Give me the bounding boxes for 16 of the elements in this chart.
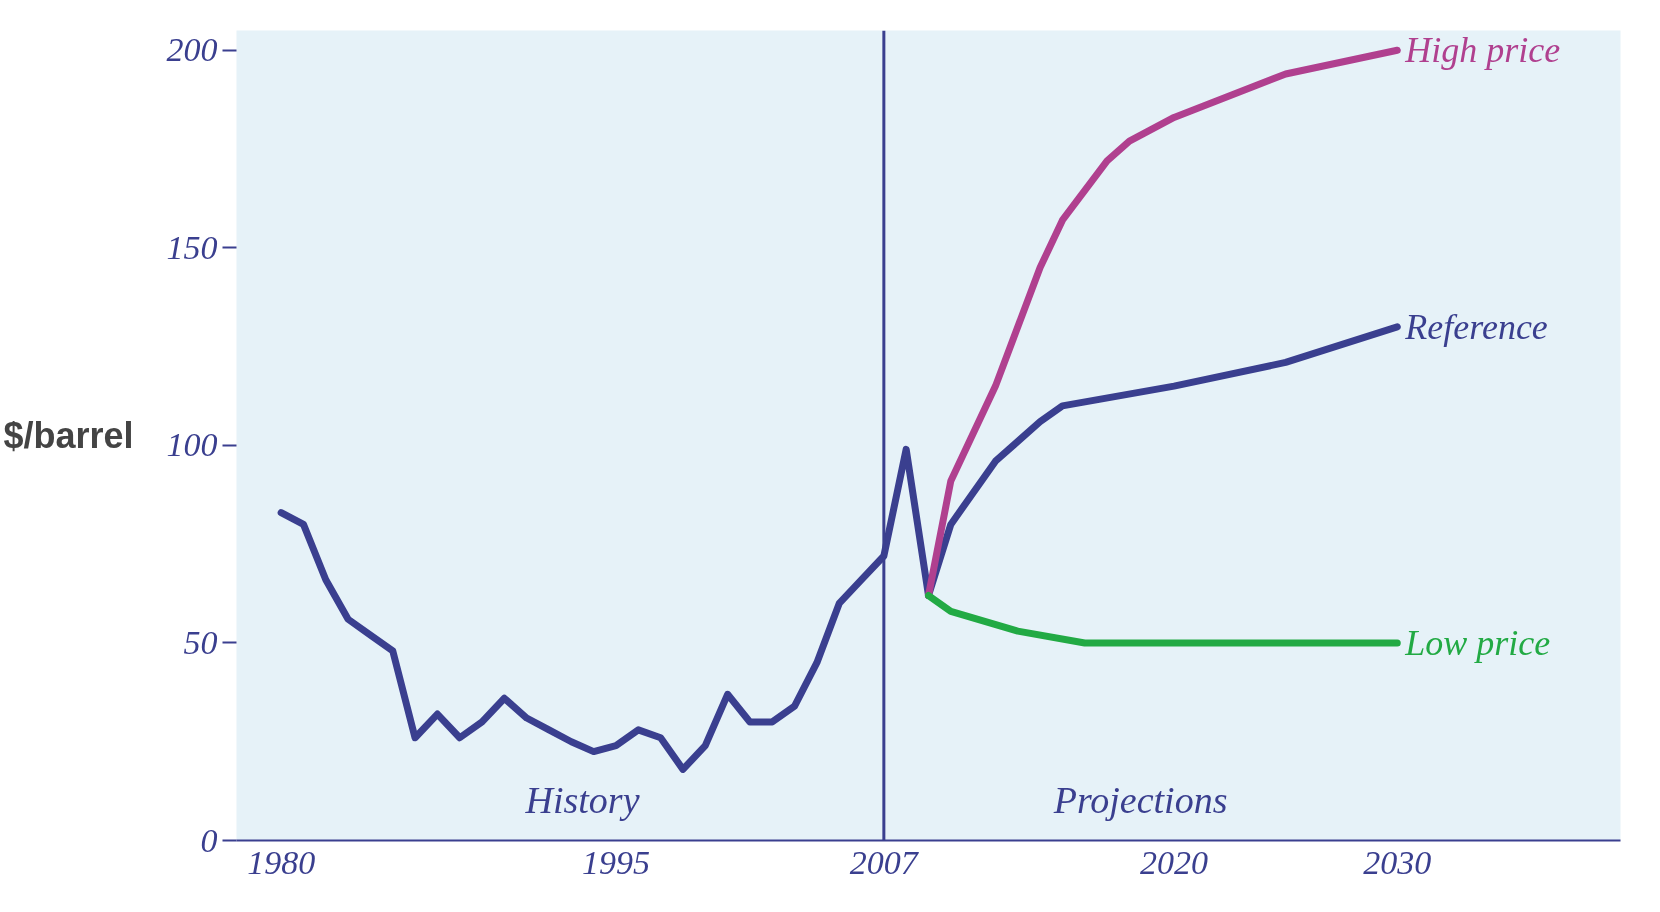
y-tick-label: 150 bbox=[166, 228, 218, 266]
y-tick-label: 100 bbox=[166, 426, 218, 464]
y-axis-title: $/barrel bbox=[3, 415, 134, 456]
series-label: Reference bbox=[1404, 306, 1548, 347]
series-label: High price bbox=[1404, 30, 1561, 71]
x-tick-label: 2007 bbox=[849, 843, 920, 881]
series-label: Low price bbox=[1404, 622, 1551, 663]
x-tick-label: 1995 bbox=[581, 843, 650, 881]
annotation: History bbox=[524, 778, 640, 821]
x-tick-label: 1980 bbox=[247, 843, 316, 881]
x-tick-label: 2030 bbox=[1363, 843, 1432, 881]
y-tick-label: 200 bbox=[166, 31, 218, 69]
y-tick-label: 0 bbox=[200, 821, 218, 859]
annotation: Projections bbox=[1052, 778, 1228, 821]
y-tick-label: 50 bbox=[183, 623, 218, 661]
x-tick-label: 2020 bbox=[1140, 843, 1209, 881]
